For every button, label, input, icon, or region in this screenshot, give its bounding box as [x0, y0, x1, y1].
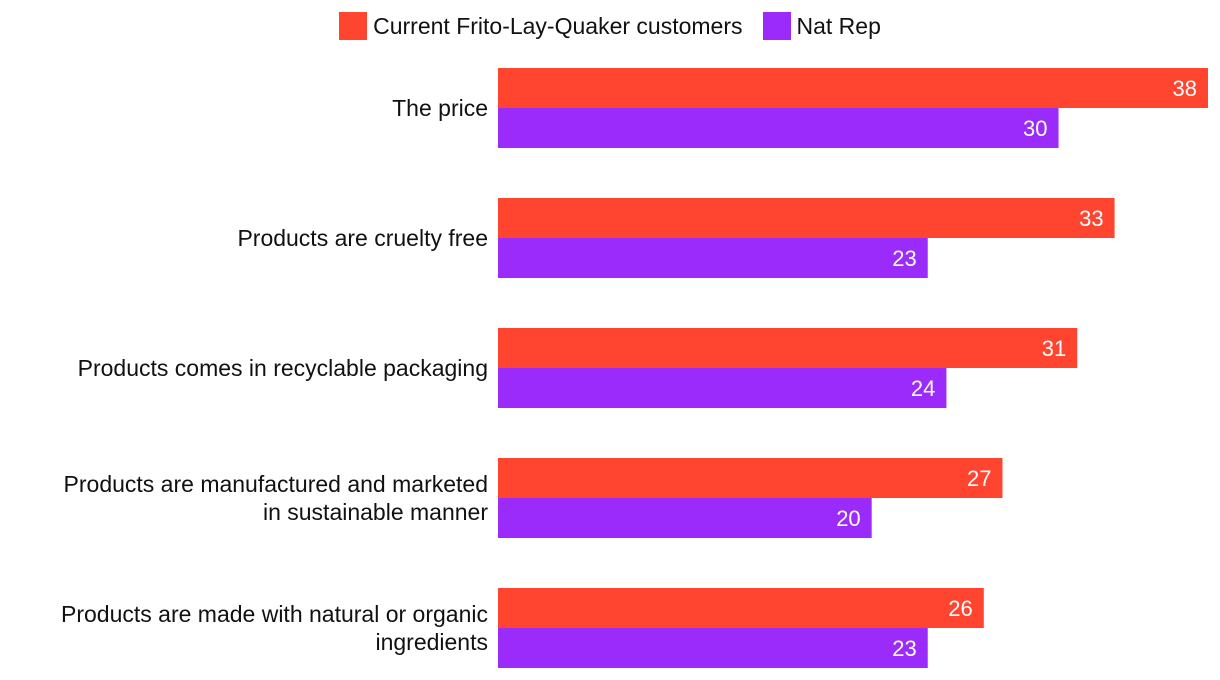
data-label: 27 [967, 466, 991, 491]
bar-current-customers [498, 458, 1003, 498]
legend-item-nat-rep: Nat Rep [762, 12, 881, 40]
data-label: 24 [911, 376, 935, 401]
bar-nat-rep [498, 238, 928, 278]
bar-current-customers [498, 588, 984, 628]
data-label: 23 [892, 246, 916, 271]
legend-swatch-nat-rep [762, 12, 791, 40]
bar-nat-rep [498, 498, 872, 538]
data-label: 20 [836, 506, 860, 531]
bar-current-customers [498, 68, 1208, 108]
bar-nat-rep [498, 628, 928, 668]
legend-label-nat-rep: Nat Rep [796, 12, 881, 39]
data-label: 38 [1173, 76, 1197, 101]
category-label: Products are cruelty free [237, 225, 488, 251]
legend-item-current-customers: Current Frito-Lay-Quaker customers [339, 12, 743, 40]
data-label: 33 [1079, 206, 1103, 231]
bar-nat-rep [498, 108, 1059, 148]
category-label: Products are made with natural or organi… [61, 601, 488, 655]
legend: Current Frito-Lay-Quaker customers Nat R… [0, 12, 1220, 40]
legend-label-current-customers: Current Frito-Lay-Quaker customers [373, 12, 743, 39]
category-label: Products comes in recyclable packaging [78, 355, 488, 381]
data-label: 31 [1042, 336, 1066, 361]
category-label: Products are manufactured and marketed in… [64, 471, 489, 525]
legend-swatch-current-customers [339, 12, 368, 40]
bar-current-customers [498, 328, 1078, 368]
bar-nat-rep [498, 368, 947, 408]
category-label: The price [392, 95, 488, 121]
data-label: 26 [948, 596, 972, 621]
bar-current-customers [498, 198, 1115, 238]
data-label: 30 [1023, 116, 1047, 141]
data-label: 23 [892, 636, 916, 661]
